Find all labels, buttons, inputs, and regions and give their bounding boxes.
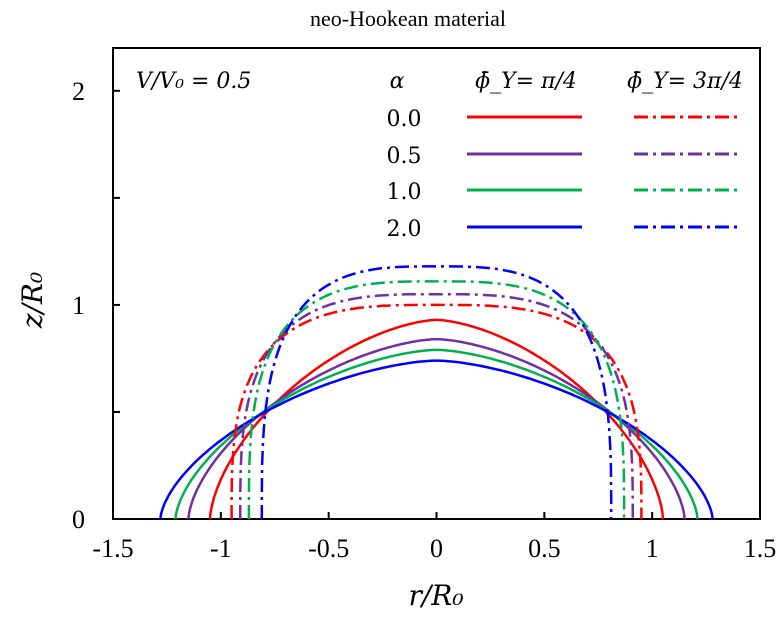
curve-alpha-2.0-phi-3pi/4 bbox=[260, 265, 613, 519]
legend-alpha-2: 1.0 bbox=[387, 180, 422, 205]
curve-alpha-0.0-phi-3pi/4 bbox=[230, 303, 643, 519]
legend-col2-header: ϕ̄_Y= 3π/4 bbox=[627, 69, 743, 94]
curve-alpha-0.5-phi-3pi/4 bbox=[238, 292, 635, 520]
y-tick-label: 0 bbox=[72, 505, 85, 534]
curve-alpha-0.0-phi-pi/4 bbox=[208, 318, 665, 519]
legend: α ϕ̄_Y= π/4 ϕ̄_Y= 3π/4 0.0 0.5 1.0 2.0 bbox=[387, 69, 743, 242]
x-tick-label: -1 bbox=[210, 534, 232, 563]
chart-title: neo-Hookean material bbox=[310, 6, 506, 31]
legend-col1-header: ϕ̄_Y= π/4 bbox=[475, 69, 577, 94]
y-tick-label: 2 bbox=[72, 77, 85, 106]
legend-alpha-0: 0.0 bbox=[387, 107, 422, 132]
x-tick-label: -0.5 bbox=[308, 534, 349, 563]
y-tick-label: 1 bbox=[72, 291, 85, 320]
y-axis-label: z/R₀ bbox=[16, 272, 49, 330]
x-tick-label: 0 bbox=[430, 534, 443, 563]
axis-ticks: -1.5 -1 -0.5 0 0.5 1 1.5 0 1 2 bbox=[72, 77, 776, 563]
legend-alpha-3: 2.0 bbox=[387, 217, 422, 242]
volume-ratio-annotation: V/V₀ = 0.5 bbox=[136, 69, 251, 94]
curve-alpha-1.0-phi-pi/4 bbox=[174, 348, 699, 520]
legend-alpha-1: 0.5 bbox=[387, 144, 422, 169]
curve-alpha-1.0-phi-3pi/4 bbox=[247, 280, 626, 519]
x-tick-label: 1.5 bbox=[744, 534, 777, 563]
curve-alpha-0.5-phi-pi/4 bbox=[187, 337, 686, 519]
x-tick-label: 0.5 bbox=[528, 534, 561, 563]
x-tick-label: -1.5 bbox=[92, 534, 133, 563]
legend-alpha-header: α bbox=[390, 69, 405, 94]
legend-swatches bbox=[467, 115, 742, 229]
data-curves bbox=[159, 265, 714, 520]
x-axis-label: r/R₀ bbox=[408, 579, 463, 612]
curve-alpha-2.0-phi-pi/4 bbox=[159, 359, 714, 520]
x-tick-label: 1 bbox=[646, 534, 659, 563]
